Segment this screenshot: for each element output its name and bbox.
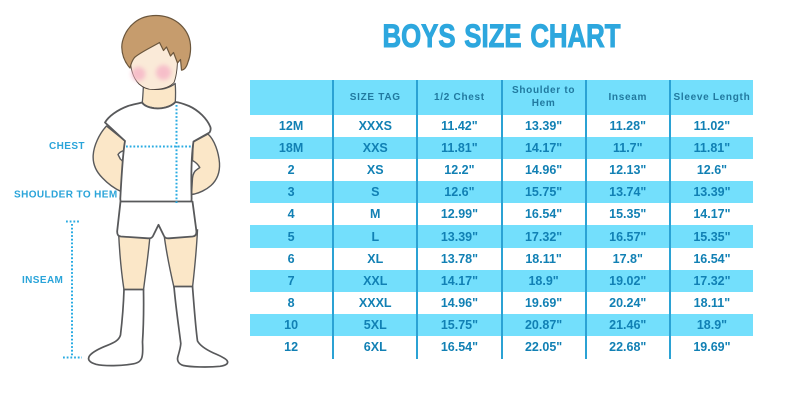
svg-text:CHEST: CHEST <box>49 141 85 152</box>
svg-text:INSEAM: INSEAM <box>22 275 63 286</box>
svg-text:SHOULDER TO HEM: SHOULDER TO HEM <box>14 190 118 201</box>
